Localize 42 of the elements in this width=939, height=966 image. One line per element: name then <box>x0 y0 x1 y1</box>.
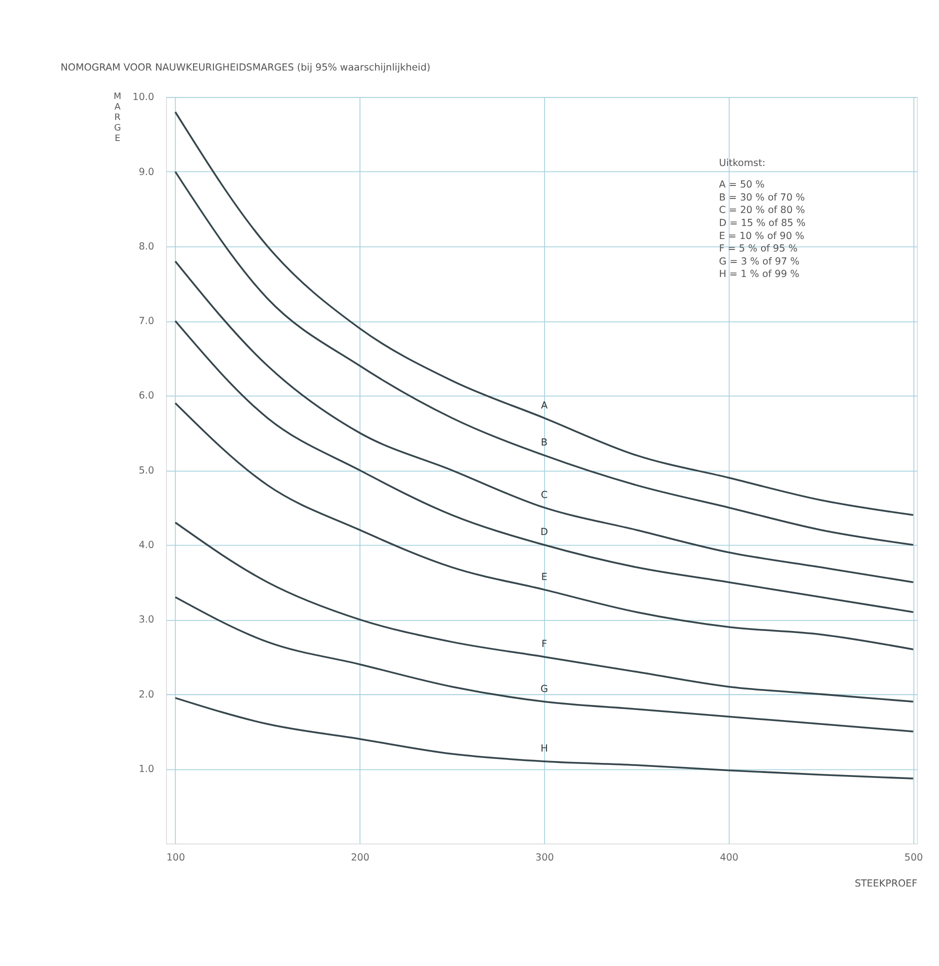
line-series <box>174 697 914 780</box>
x-tick-label: 500 <box>904 852 923 864</box>
line-series <box>174 522 914 703</box>
y-axis-title: MARGE <box>114 92 122 144</box>
annotation: Uitkomst: <box>719 158 766 169</box>
series-label: B <box>540 438 548 449</box>
annotation: B = 30 % of 70 % <box>719 192 805 204</box>
line-series <box>174 111 914 516</box>
annotation: C = 20 % of 80 % <box>719 205 805 216</box>
line-series <box>174 402 914 650</box>
x-tick-label: 100 <box>166 852 185 864</box>
y-tick-label: 9.0 <box>138 166 154 178</box>
annotation: F = 5 % of 95 % <box>719 244 798 255</box>
x-tick-label: 400 <box>720 852 738 864</box>
annotation: H = 1 % of 99 % <box>719 269 800 280</box>
series-label: F <box>541 639 548 650</box>
y-tick-label: 8.0 <box>138 241 154 252</box>
y-tick-label: 2.0 <box>138 689 154 700</box>
y-tick-label: 3.0 <box>138 614 154 626</box>
y-tick-label: 5.0 <box>138 465 154 476</box>
y-tick-label: 1.0 <box>138 764 154 775</box>
annotation: G = 3 % of 97 % <box>719 256 800 268</box>
x-tick-label: 200 <box>350 852 370 864</box>
chart-title: NOMOGRAM VOOR NAUWKEURIGHEIDSMARGES (bij 95% waarschijnlijkheid) <box>60 62 430 74</box>
series-label: A <box>540 400 548 412</box>
annotation: E = 10 % of 90 % <box>719 230 804 242</box>
series-label: C <box>540 490 548 501</box>
y-tick-label: 6.0 <box>138 390 154 402</box>
series-label: E <box>541 572 548 583</box>
y-tick-label: 10.0 <box>132 92 154 104</box>
annotation: A = 50 % <box>719 180 765 191</box>
series-label: H <box>540 744 548 755</box>
line-series <box>174 170 914 546</box>
y-tick-label: 7.0 <box>138 316 154 328</box>
y-tick-label: 4.0 <box>138 540 154 551</box>
series-label: G <box>540 684 548 695</box>
x-axis-title: STEEKPROEF <box>854 878 918 890</box>
annotation: D = 15 % of 85 % <box>719 218 806 230</box>
series-label: D <box>540 527 548 538</box>
line-series <box>174 320 914 613</box>
x-tick-label: 300 <box>535 852 554 864</box>
line-series <box>174 596 914 732</box>
